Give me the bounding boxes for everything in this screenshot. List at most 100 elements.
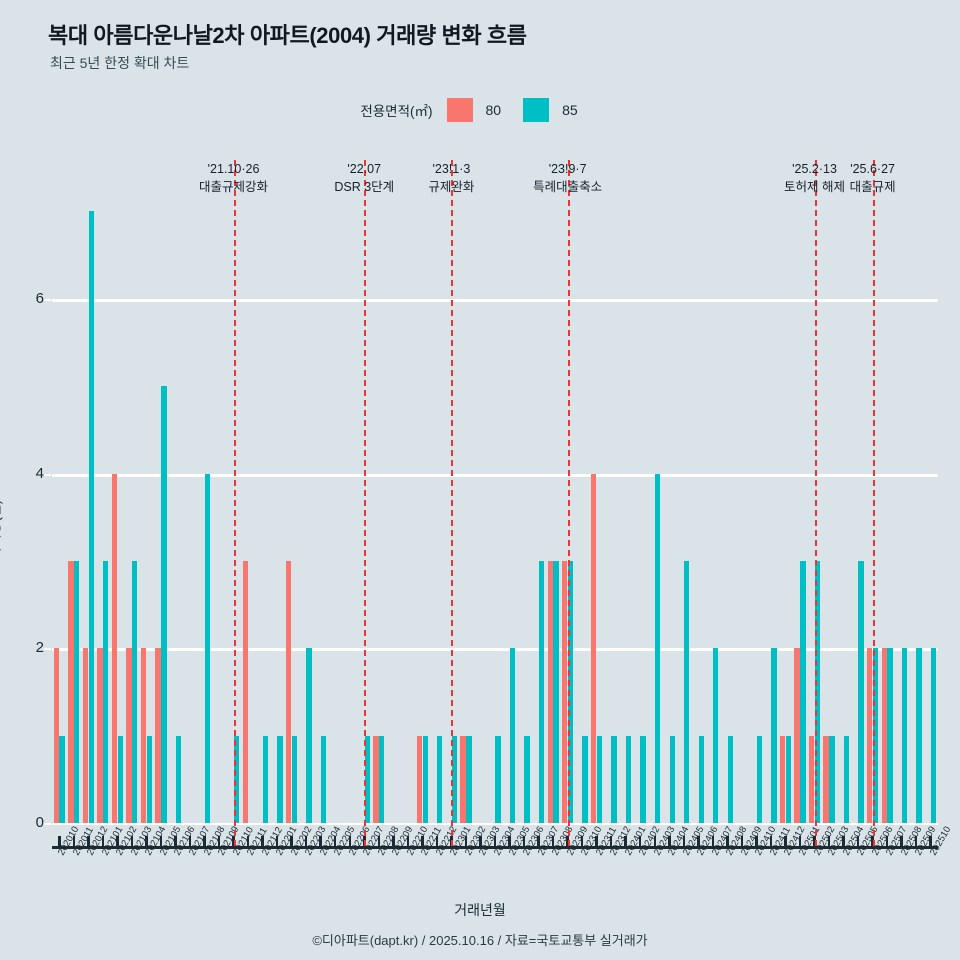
x-tick (58, 836, 61, 847)
bar-85-202503[interactable] (829, 735, 835, 823)
bar-80-202208[interactable] (373, 735, 379, 823)
bar-85-202412[interactable] (785, 735, 792, 823)
x-axis-baseline (52, 823, 938, 825)
y-axis-label: 거래량(건) (0, 499, 3, 561)
bar-80-202103[interactable] (126, 648, 132, 823)
y-tick-label: 2 (35, 639, 44, 657)
bar-80-202302[interactable] (460, 735, 466, 823)
bar-85-202312[interactable] (611, 735, 617, 823)
bar-85-202012[interactable] (88, 211, 94, 823)
bar-85-202404[interactable] (669, 735, 675, 823)
bar-85-202504[interactable] (843, 735, 850, 823)
bar-80-202311[interactable] (591, 473, 597, 823)
bar-80-202202[interactable] (286, 560, 292, 823)
x-tick (508, 836, 511, 847)
bar-85-202311[interactable] (596, 735, 603, 823)
bar-80-202502[interactable] (808, 735, 815, 823)
bar-80-202308[interactable] (547, 560, 553, 823)
x-tick (682, 836, 686, 847)
bar-85-202309[interactable] (567, 560, 574, 823)
bar-80-202111[interactable] (242, 560, 248, 823)
bar-85-202401[interactable] (625, 735, 632, 823)
bar-85-202308[interactable] (553, 560, 559, 823)
x-tick (203, 836, 206, 847)
bar-85-202103[interactable] (132, 560, 138, 823)
bar-85-202212[interactable] (437, 735, 443, 823)
bar-85-202202[interactable] (291, 735, 298, 823)
bar-80-202211[interactable] (416, 735, 423, 823)
x-tick (174, 836, 177, 847)
legend-label-85: 85 (562, 102, 578, 118)
bar-80-202309[interactable] (562, 560, 568, 823)
x-tick (900, 836, 903, 847)
legend-item-80[interactable]: 80 (446, 98, 501, 122)
x-tick (537, 836, 540, 847)
bar-85-202407[interactable] (713, 648, 719, 823)
bar-85-202102[interactable] (117, 735, 123, 823)
bar-85-202207[interactable] (364, 735, 370, 823)
bar-80-202412[interactable] (779, 735, 786, 823)
bar-85-202204[interactable] (320, 735, 327, 823)
bar-85-202402[interactable] (640, 735, 646, 823)
bar-80-202105[interactable] (155, 648, 161, 823)
bar-85-202505[interactable] (858, 560, 864, 823)
bar-80-202012[interactable] (82, 648, 89, 823)
bar-85-202310[interactable] (582, 735, 588, 823)
event-date: '21.10·26 (207, 162, 260, 176)
event-line-202506 (872, 160, 875, 846)
bar-85-202110[interactable] (233, 735, 240, 823)
event-text: DSR 3단계 (334, 180, 395, 195)
bar-85-202106[interactable] (175, 735, 182, 823)
event-line-202502 (814, 160, 817, 846)
bar-85-202010[interactable] (59, 735, 65, 823)
bar-85-202502[interactable] (814, 560, 821, 823)
bar-85-202301[interactable] (451, 735, 457, 823)
bar-80-202104[interactable] (140, 648, 147, 823)
bar-85-202112[interactable] (262, 735, 269, 823)
bar-85-202406[interactable] (698, 735, 704, 823)
bar-85-202306[interactable] (524, 735, 530, 823)
bar-85-202203[interactable] (306, 648, 312, 823)
event-date: '23!9·7 (548, 162, 587, 176)
bar-80-202501[interactable] (794, 648, 800, 823)
bar-80-202101[interactable] (97, 648, 103, 823)
bar-85-202101[interactable] (103, 560, 109, 823)
bar-85-202403[interactable] (655, 473, 661, 823)
bar-85-202501[interactable] (800, 560, 806, 823)
x-tick (464, 836, 468, 847)
event-line-202110 (233, 160, 236, 846)
bar-85-202408[interactable] (727, 735, 733, 823)
bar-80-202010[interactable] (53, 648, 60, 823)
bar-85-202506[interactable] (872, 648, 879, 823)
bar-85-202208[interactable] (379, 735, 385, 823)
bar-80-202506[interactable] (867, 648, 873, 823)
bar-85-202411[interactable] (771, 648, 777, 823)
bar-85-202307[interactable] (538, 560, 545, 823)
bar-85-202011[interactable] (74, 560, 80, 823)
bar-85-202507[interactable] (887, 648, 893, 823)
bar-80-202011[interactable] (68, 560, 74, 823)
bar-85-202104[interactable] (146, 735, 152, 823)
bar-85-202509[interactable] (916, 648, 922, 823)
bar-85-202211[interactable] (422, 735, 428, 823)
bar-80-202102[interactable] (111, 473, 118, 823)
bar-85-202105[interactable] (161, 386, 167, 823)
bar-85-202302[interactable] (466, 735, 472, 823)
bar-85-202201[interactable] (277, 735, 283, 823)
bar-85-202108[interactable] (204, 473, 211, 823)
bar-85-202508[interactable] (901, 648, 908, 823)
y-axis: 0 2 4 6 (0, 0, 51, 960)
bar-80-202507[interactable] (881, 648, 887, 823)
x-tick (609, 836, 613, 847)
bar-85-202510[interactable] (930, 648, 937, 823)
bar-85-202410[interactable] (756, 735, 763, 823)
bar-80-202503[interactable] (823, 735, 829, 823)
x-tick (261, 836, 264, 847)
legend-item-85[interactable]: 85 (523, 98, 578, 122)
bar-85-202304[interactable] (495, 735, 501, 823)
bar-85-202305[interactable] (509, 648, 516, 823)
x-tick (842, 836, 845, 847)
bar-85-202405[interactable] (684, 560, 690, 823)
x-axis-label: 거래년월 (454, 902, 506, 918)
